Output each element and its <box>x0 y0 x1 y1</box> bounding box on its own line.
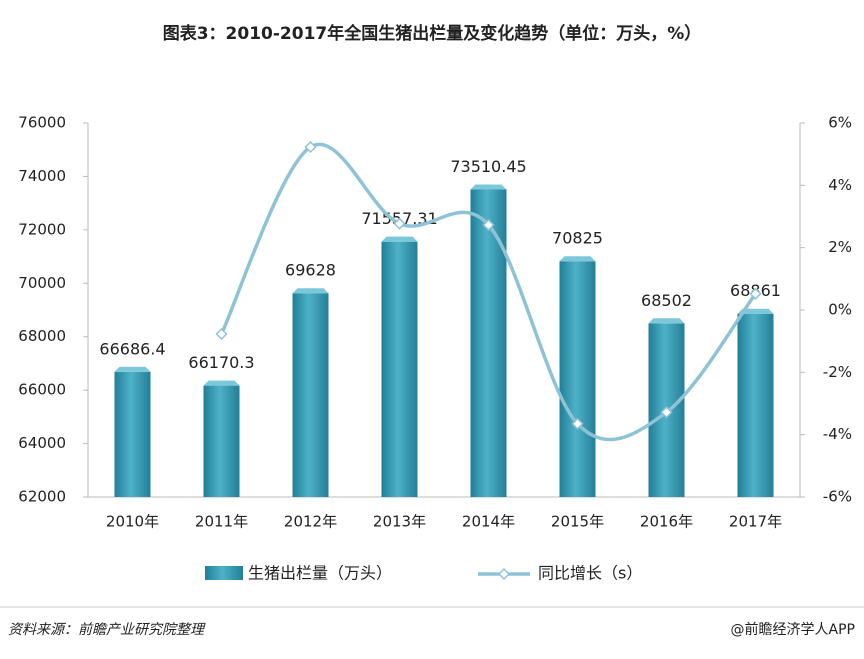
line-marker <box>571 417 584 430</box>
value-label: 70825 <box>552 229 603 248</box>
bar <box>559 261 596 497</box>
bar-top <box>114 366 151 372</box>
legend-label: 同比增长（s） <box>538 564 642 583</box>
y-tick-label: 74000 <box>18 167 66 185</box>
line-marker <box>749 287 762 300</box>
x-tick-label: 2012年 <box>284 513 337 531</box>
bar <box>470 189 507 498</box>
legend-marker <box>497 567 511 581</box>
x-tick-label: 2015年 <box>551 513 604 531</box>
y-tick-label: 76000 <box>18 114 66 132</box>
y2-tick-label: 4% <box>828 176 852 194</box>
bar <box>381 241 418 497</box>
y-tick-label: 62000 <box>18 488 66 506</box>
bar <box>292 293 329 497</box>
bar <box>737 313 774 497</box>
source: 资料来源：前瞻产业研究院整理 <box>8 622 206 638</box>
line-marker <box>393 217 406 230</box>
y-tick-label: 72000 <box>18 220 66 238</box>
x-tick-label: 2011年 <box>195 513 248 531</box>
bar <box>203 385 240 497</box>
value-label: 69628 <box>285 261 336 280</box>
credit: @前瞻经济学人APP <box>731 621 855 638</box>
x-tick-label: 2010年 <box>106 513 159 531</box>
legend-label: 生猪出栏量（万头） <box>248 564 392 583</box>
bar <box>114 371 151 497</box>
line-marker <box>304 140 317 154</box>
line-marker <box>660 406 673 419</box>
line-marker <box>482 218 495 231</box>
x-tick-label: 2013年 <box>373 513 426 531</box>
value-label: 66686.4 <box>99 339 165 358</box>
y-tick-label: 66000 <box>18 381 66 399</box>
y-tick-label: 70000 <box>18 274 66 292</box>
value-label: 73510.45 <box>450 157 526 176</box>
bar-top <box>381 236 418 242</box>
bar-top <box>203 380 240 386</box>
y2-tick-label: 6% <box>828 114 852 132</box>
y-tick-label: 68000 <box>18 327 66 345</box>
value-label: 66170.3 <box>188 353 254 372</box>
y2-tick-label: 2% <box>828 238 852 256</box>
bar-top <box>292 288 329 294</box>
y2-tick-label: -6% <box>823 488 852 506</box>
y2-tick-label: 0% <box>828 301 852 319</box>
value-label: 68502 <box>641 291 692 310</box>
x-tick-label: 2014年 <box>462 513 515 531</box>
y2-tick-label: -2% <box>823 363 852 381</box>
legend-swatch <box>205 566 243 580</box>
x-tick-label: 2017年 <box>729 513 782 531</box>
y-tick-label: 64000 <box>18 434 66 452</box>
chart-title: 图表3：2010-2017年全国生猪出栏量及变化趋势（单位：万头，%） <box>163 23 702 44</box>
x-tick-label: 2016年 <box>640 513 693 531</box>
y2-tick-label: -4% <box>823 425 852 443</box>
bar-top <box>470 184 507 190</box>
bar-top <box>648 318 685 324</box>
line-marker <box>215 327 228 341</box>
bar-top <box>559 256 596 262</box>
